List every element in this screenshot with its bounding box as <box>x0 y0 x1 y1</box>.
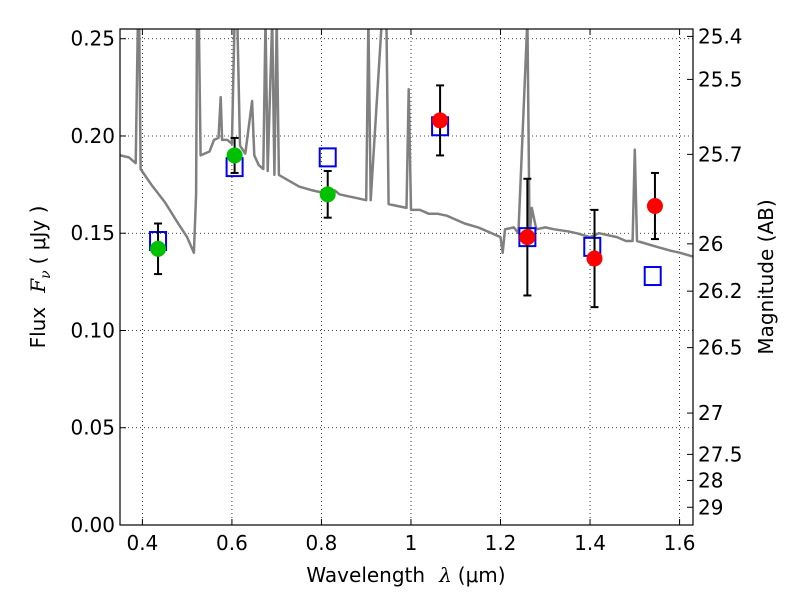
magnitude-ticks: 25.4 25.5 25.7 26 26.2 26.5 27 27.528 29 <box>687 24 743 519</box>
model-point <box>318 147 337 168</box>
model-point <box>643 266 662 287</box>
x-tick-label: 1.2 <box>485 531 517 555</box>
observed-points-layer <box>150 84 663 309</box>
y-tick-label: 0.00 <box>70 513 115 537</box>
mag-tick-label: 26 <box>698 232 723 256</box>
x-tick-label: 1.6 <box>664 531 696 555</box>
observed-point <box>519 229 536 246</box>
y-tick-label: 0.10 <box>70 318 115 342</box>
x-ticks: 0.4 0.6 0.8 1 1.2 1.4 1.6 <box>126 29 695 555</box>
observed-point <box>150 240 167 257</box>
plot-frame <box>119 28 694 526</box>
x-axis-label: Wavelength λ (μm) <box>306 563 505 587</box>
y-tick-label: 0.25 <box>70 27 115 51</box>
observed-point <box>646 198 663 215</box>
model-spectrum-line <box>120 29 693 258</box>
mag-tick-label: 27 <box>698 401 723 425</box>
observed-point <box>319 186 336 203</box>
mag-tick-label: 28 <box>698 468 723 492</box>
observed-point <box>586 250 603 267</box>
mag-tick-label: 25.5 <box>698 67 743 91</box>
y-tick-label: 0.15 <box>70 221 115 245</box>
y-tick-label: 0.20 <box>70 124 115 148</box>
x-tick-label: 0.6 <box>216 531 248 555</box>
mag-tick-label: 26.5 <box>698 336 743 360</box>
y-tick-label: 0.05 <box>70 416 115 440</box>
x-tick-label: 1 <box>405 531 418 555</box>
mag-tick-label: 26.2 <box>698 279 743 303</box>
x-tick-label: 0.8 <box>306 531 338 555</box>
x-tick-label: 1.4 <box>574 531 606 555</box>
mag-tick-label: 27.5 <box>698 442 743 466</box>
x-tick-label: 0.4 <box>126 531 158 555</box>
observed-point <box>432 112 449 129</box>
mag-tick-label: 29 <box>698 495 723 519</box>
mag-tick-label: 25.4 <box>698 24 743 48</box>
y-axis-label: FluxFν( μJy ) <box>26 206 54 349</box>
grid-lines <box>120 29 693 526</box>
mag-tick-label: 25.7 <box>698 142 743 166</box>
observed-point <box>226 147 243 164</box>
model-spectrum-layer <box>120 29 693 258</box>
y-ticks: 0.00 0.05 0.10 0.15 0.20 0.25 <box>70 27 126 537</box>
magnitude-axis-label: Magnitude (AB) <box>754 199 778 354</box>
